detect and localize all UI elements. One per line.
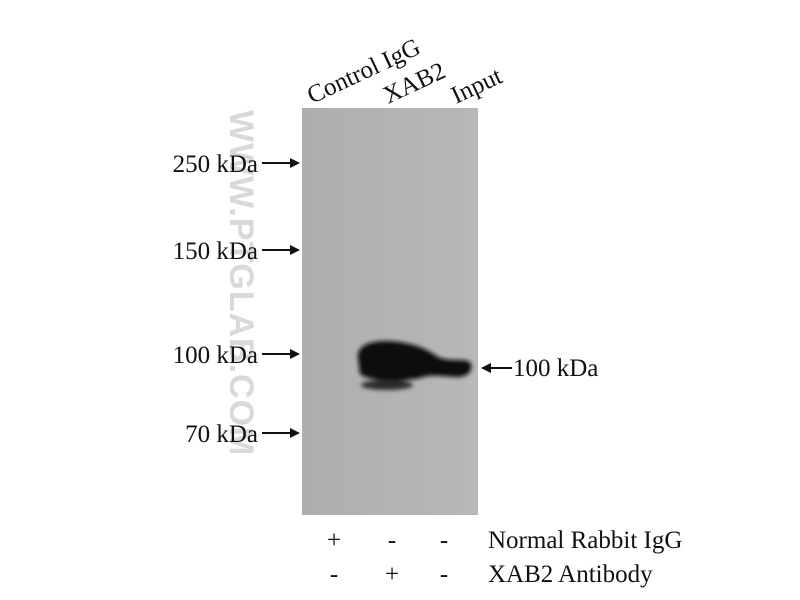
markers: 250 kDa 150 kDa 100 kDa 70 kDa 100 kDa bbox=[173, 151, 599, 448]
marker-label: 150 kDa bbox=[173, 238, 258, 265]
condition-label: XAB2 Antibody bbox=[488, 561, 653, 588]
marker-label: 100 kDa bbox=[173, 342, 258, 369]
sign: - bbox=[330, 561, 338, 588]
band bbox=[357, 340, 472, 381]
lane-labels: Control IgG XAB2 Input bbox=[303, 34, 506, 110]
sign: + bbox=[385, 561, 399, 588]
sign: - bbox=[440, 561, 448, 588]
lane-label: Input bbox=[447, 63, 506, 110]
marker-label: 250 kDa bbox=[173, 151, 258, 178]
band-label: 100 kDa bbox=[513, 355, 598, 382]
band bbox=[361, 380, 413, 390]
sign: - bbox=[388, 527, 396, 554]
sign: - bbox=[440, 527, 448, 554]
marker-label: 70 kDa bbox=[185, 421, 258, 448]
bands bbox=[357, 340, 472, 390]
sign: + bbox=[327, 527, 341, 554]
condition-label: Normal Rabbit IgG bbox=[488, 527, 682, 554]
watermark: WWW.PTGLAB.COM bbox=[222, 110, 260, 456]
conditions: + - - Normal Rabbit IgG - + - XAB2 Antib… bbox=[327, 527, 682, 588]
blot bbox=[302, 108, 478, 515]
